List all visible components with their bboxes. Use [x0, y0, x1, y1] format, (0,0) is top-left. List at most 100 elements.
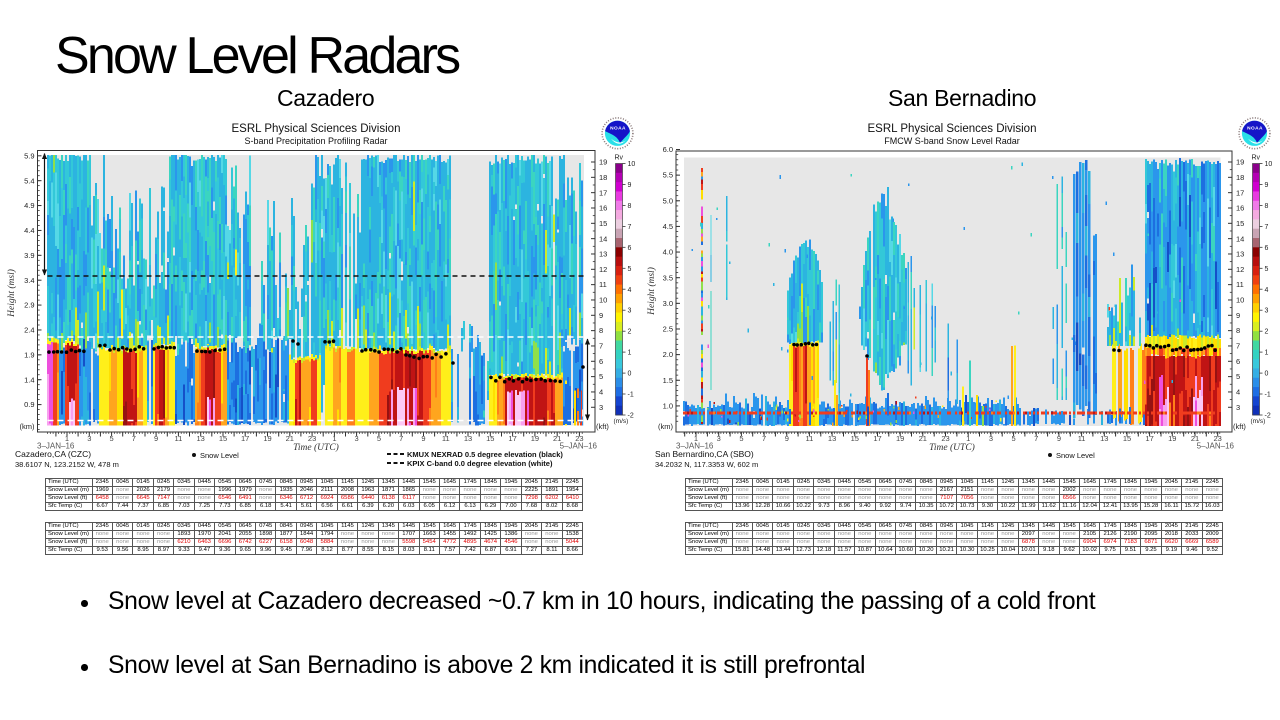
- svg-text:5.9: 5.9: [24, 151, 34, 160]
- svg-text:1: 1: [65, 434, 69, 443]
- svg-text:17: 17: [873, 434, 881, 443]
- svg-text:Rv: Rv: [615, 155, 624, 162]
- svg-text:Height (msl): Height (msl): [646, 267, 657, 316]
- svg-text:8: 8: [599, 326, 603, 335]
- svg-text:13: 13: [599, 250, 607, 259]
- svg-text:15: 15: [599, 219, 607, 228]
- svg-text:38.6107 N, 123.2152 W, 478 m: 38.6107 N, 123.2152 W, 478 m: [15, 460, 119, 469]
- svg-text:16: 16: [1236, 204, 1244, 213]
- svg-text:1.5: 1.5: [663, 376, 673, 385]
- svg-text:1: 1: [966, 434, 970, 443]
- svg-text:13: 13: [197, 434, 205, 443]
- svg-text:11: 11: [806, 434, 814, 443]
- svg-text:7: 7: [762, 434, 766, 443]
- svg-text:(km): (km): [658, 422, 673, 431]
- svg-text:18: 18: [1236, 173, 1244, 182]
- svg-text:17: 17: [1236, 188, 1244, 197]
- svg-text:11: 11: [175, 434, 183, 443]
- svg-text:7: 7: [1265, 224, 1269, 231]
- svg-text:5–JAN–16: 5–JAN–16: [560, 442, 598, 451]
- svg-text:(kft): (kft): [1233, 422, 1246, 431]
- svg-text:5: 5: [739, 434, 743, 443]
- svg-text:Rv: Rv: [1252, 155, 1261, 162]
- svg-text:NOAA: NOAA: [1247, 125, 1263, 131]
- svg-text:-1: -1: [628, 392, 634, 399]
- svg-text:-1: -1: [1265, 392, 1271, 399]
- svg-text:15: 15: [1123, 434, 1131, 443]
- svg-text:3: 3: [989, 434, 993, 443]
- svg-text:12: 12: [1236, 265, 1244, 274]
- svg-text:15: 15: [851, 434, 859, 443]
- svg-text:2.4: 2.4: [24, 326, 34, 335]
- svg-text:Snow Level: Snow Level: [1056, 451, 1095, 460]
- svg-text:6: 6: [599, 357, 603, 366]
- svg-text:10: 10: [628, 161, 636, 168]
- svg-text:19: 19: [263, 434, 271, 443]
- svg-text:23: 23: [308, 434, 316, 443]
- svg-text:8: 8: [628, 203, 632, 210]
- svg-text:18: 18: [599, 173, 607, 182]
- svg-text:5: 5: [1236, 372, 1240, 381]
- svg-text:21: 21: [553, 434, 561, 443]
- svg-text:5.5: 5.5: [663, 171, 673, 180]
- svg-text:19: 19: [1236, 158, 1244, 167]
- svg-text:5: 5: [1265, 266, 1269, 273]
- svg-text:13: 13: [464, 434, 472, 443]
- svg-text:Snow Level: Snow Level: [200, 451, 239, 460]
- svg-text:7: 7: [599, 342, 603, 351]
- svg-text:Time (UTC): Time (UTC): [293, 442, 339, 453]
- svg-text:3–JAN–16: 3–JAN–16: [676, 442, 714, 451]
- svg-text:2.0: 2.0: [663, 350, 673, 359]
- svg-text:3: 3: [1236, 403, 1240, 412]
- svg-text:13: 13: [828, 434, 836, 443]
- svg-text:3: 3: [87, 434, 91, 443]
- svg-text:21: 21: [1191, 434, 1199, 443]
- svg-text:15: 15: [1236, 219, 1244, 228]
- svg-text:2.9: 2.9: [24, 301, 34, 310]
- svg-text:7: 7: [399, 434, 403, 443]
- svg-text:ESRL Physical Sciences Divisio: ESRL Physical Sciences Division: [868, 123, 1037, 135]
- svg-text:17: 17: [1145, 434, 1153, 443]
- svg-text:19: 19: [1168, 434, 1176, 443]
- svg-text:9: 9: [1057, 434, 1061, 443]
- svg-text:2: 2: [628, 329, 632, 336]
- svg-text:6: 6: [1265, 245, 1269, 252]
- svg-text:3: 3: [1265, 308, 1269, 315]
- svg-text:5–JAN–16: 5–JAN–16: [1197, 442, 1235, 451]
- svg-text:9: 9: [628, 182, 632, 189]
- svg-text:Height (msl): Height (msl): [6, 269, 17, 318]
- svg-text:1: 1: [628, 350, 632, 357]
- svg-text:9: 9: [1265, 182, 1269, 189]
- svg-text:9: 9: [421, 434, 425, 443]
- svg-text:7: 7: [628, 224, 632, 231]
- svg-text:San Bernardino,CA (SBO): San Bernardino,CA (SBO): [655, 449, 754, 459]
- svg-text:6.0: 6.0: [663, 145, 673, 154]
- svg-text:3.4: 3.4: [24, 276, 34, 285]
- svg-text:1: 1: [694, 434, 698, 443]
- svg-text:7: 7: [1236, 342, 1240, 351]
- svg-text:ESRL Physical Sciences Divisio: ESRL Physical Sciences Division: [232, 123, 401, 135]
- svg-text:NOAA: NOAA: [610, 125, 626, 131]
- svg-text:Cazadero,CA (CZC): Cazadero,CA (CZC): [15, 449, 91, 459]
- svg-text:(km): (km): [20, 422, 35, 431]
- svg-text:1.0: 1.0: [663, 402, 673, 411]
- svg-text:Time (UTC): Time (UTC): [929, 442, 975, 453]
- svg-text:1.9: 1.9: [24, 350, 34, 359]
- svg-text:2.5: 2.5: [663, 325, 673, 334]
- svg-text:19: 19: [599, 158, 607, 167]
- svg-text:13: 13: [1100, 434, 1108, 443]
- svg-text:4.9: 4.9: [24, 201, 34, 210]
- svg-text:0: 0: [628, 371, 632, 378]
- svg-text:23: 23: [1214, 434, 1222, 443]
- svg-text:3: 3: [628, 308, 632, 315]
- svg-text:KMUX NEXRAD 0.5 degree elevati: KMUX NEXRAD 0.5 degree elevation (black): [407, 450, 563, 459]
- svg-text:4.4: 4.4: [24, 226, 34, 235]
- svg-text:15: 15: [486, 434, 494, 443]
- svg-text:S-band Precipitation Profiling: S-band Precipitation Profiling Radar: [244, 136, 387, 146]
- svg-text:KPIX C-band 0.0 degree elevati: KPIX C-band 0.0 degree elevation (white): [407, 459, 553, 468]
- svg-text:19: 19: [531, 434, 539, 443]
- svg-text:3: 3: [599, 403, 603, 412]
- svg-text:5.4: 5.4: [24, 176, 34, 185]
- svg-text:11: 11: [1078, 434, 1086, 443]
- svg-text:14: 14: [599, 234, 607, 243]
